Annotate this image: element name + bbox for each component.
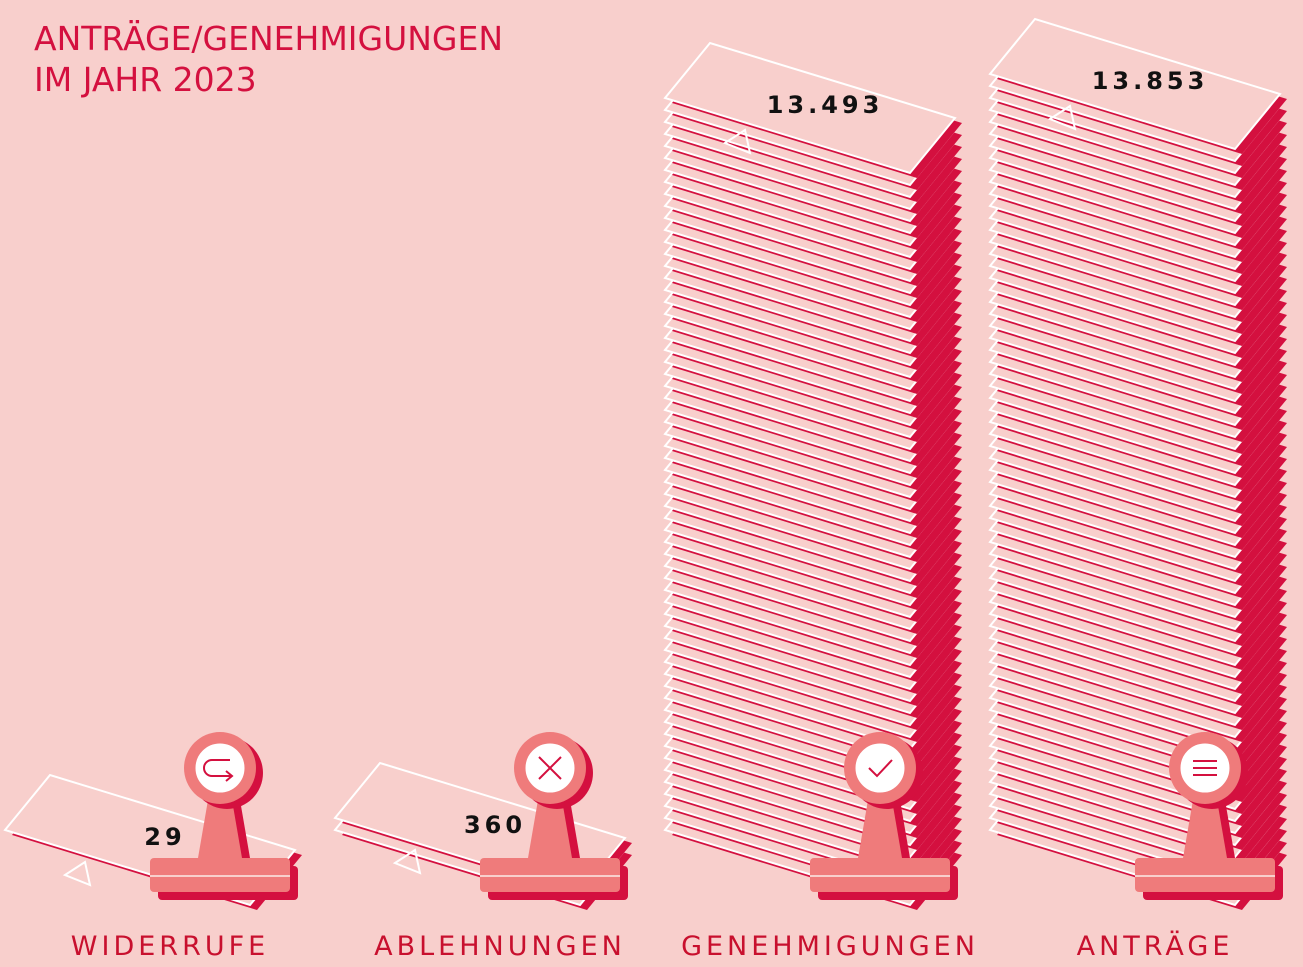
value-label: 29 bbox=[144, 823, 185, 851]
value-label: 360 bbox=[464, 811, 526, 839]
chart-title: IM JAHR 2023 bbox=[34, 60, 257, 99]
category-label: GENEHMIGUNGEN bbox=[681, 931, 979, 962]
category-label: ABLEHNUNGEN bbox=[374, 931, 626, 962]
stamp-icon-ring bbox=[856, 744, 904, 792]
chart: ANTRÄGE/GENEHMIGUNGEN IM JAHR 2023 29 WID… bbox=[0, 0, 1303, 967]
chart-title: ANTRÄGE/GENEHMIGUNGEN bbox=[34, 19, 503, 58]
category-label: ANTRÄGE bbox=[1077, 930, 1234, 962]
category-label: WIDERRUFE bbox=[71, 931, 269, 962]
value-label: 13.853 bbox=[1092, 67, 1209, 95]
value-label: 13.493 bbox=[767, 91, 884, 119]
